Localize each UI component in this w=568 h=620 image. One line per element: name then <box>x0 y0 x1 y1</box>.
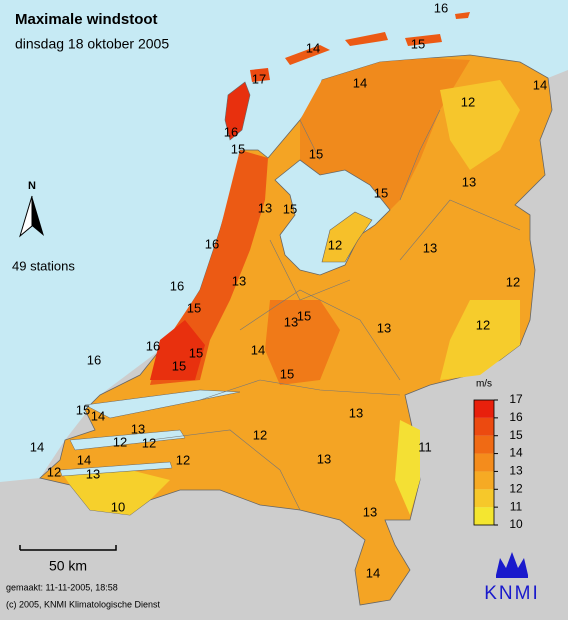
knmi-crown <box>496 552 528 578</box>
legend-band <box>474 453 494 472</box>
station-value: 12 <box>47 464 61 479</box>
sea <box>0 0 568 482</box>
station-value: 15 <box>411 36 425 51</box>
zone-12-east <box>440 300 520 380</box>
station-value: 13 <box>284 314 298 329</box>
stations-count: 49 stations <box>12 258 75 273</box>
scale-label: 50 km <box>49 558 87 574</box>
station-value: 16 <box>87 352 101 367</box>
zone-12-north <box>440 80 520 170</box>
station-value: 12 <box>461 94 475 109</box>
station-value: 14 <box>91 408 105 423</box>
legend-tick-label: 17 <box>509 392 523 406</box>
station-value: 13 <box>258 200 272 215</box>
station-value: 16 <box>170 278 184 293</box>
station-value: 12 <box>113 434 127 449</box>
texel <box>224 81 251 141</box>
station-value: 12 <box>506 274 520 289</box>
legend-tick-label: 11 <box>510 499 523 513</box>
flevoland <box>321 211 373 263</box>
station-value: 15 <box>231 141 245 156</box>
scale-bar <box>19 545 117 551</box>
zeeland-water <box>59 389 241 477</box>
zone-17 <box>150 320 205 380</box>
station-value: 16 <box>224 124 238 139</box>
zone-11-limburg <box>395 420 420 515</box>
station-value: 16 <box>205 236 219 251</box>
station-value: 15 <box>280 366 294 381</box>
station-value: 14 <box>306 40 320 55</box>
station-value: 15 <box>189 345 203 360</box>
station-value: 15 <box>297 308 311 323</box>
station-value: 13 <box>131 421 145 436</box>
zone-11-south <box>60 470 170 515</box>
station-value: 14 <box>533 77 547 92</box>
station-value: 14 <box>77 452 91 467</box>
station-value: 14 <box>366 565 380 580</box>
station-value: 13 <box>377 320 391 335</box>
station-value: 13 <box>232 273 246 288</box>
station-value: 13 <box>423 240 437 255</box>
terschelling <box>285 45 330 65</box>
vlieland <box>250 68 270 82</box>
legend-frame <box>473 399 495 526</box>
station-value: 12 <box>328 237 342 252</box>
station-value: 16 <box>434 0 448 15</box>
schiermonnikoog <box>405 34 442 46</box>
station-value: 15 <box>172 358 186 373</box>
legend-band <box>474 489 494 508</box>
province-borders <box>149 109 521 511</box>
footer-made: gemaakt: 11-11-2005, 18:58 <box>6 582 118 592</box>
legend-band <box>474 417 494 436</box>
legend-tick-label: 15 <box>509 428 523 442</box>
legend-tick-label: 13 <box>509 464 523 478</box>
legend-band <box>474 507 494 525</box>
ijsselmeer <box>274 159 391 276</box>
legend-unit: m/s <box>476 379 492 390</box>
legend-band <box>474 471 494 490</box>
title: Maximale windstoot <box>15 11 158 28</box>
knmi-logo: KNMI <box>484 583 540 604</box>
rottumeroog <box>455 12 470 19</box>
station-value: 15 <box>309 146 323 161</box>
legend-tick-label: 14 <box>509 446 523 460</box>
station-value: 15 <box>76 402 90 417</box>
ameland <box>345 32 388 46</box>
station-value: 15 <box>187 300 201 315</box>
station-value: 16 <box>146 338 160 353</box>
station-value: 13 <box>363 504 377 519</box>
station-value: 15 <box>283 201 297 216</box>
footer-copyright: (c) 2005, KNMI Klimatologische Dienst <box>6 599 161 609</box>
legend-tick-label: 10 <box>509 517 523 531</box>
station-value: 11 <box>418 439 432 454</box>
station-value: 15 <box>374 185 388 200</box>
station-value: 14 <box>30 439 44 454</box>
station-value: 10 <box>111 499 125 514</box>
legend-band <box>474 400 494 418</box>
station-value: 14 <box>353 75 367 90</box>
north-label: N <box>28 180 36 192</box>
station-value: 12 <box>176 452 190 467</box>
station-value: 14 <box>251 342 265 357</box>
station-value: 13 <box>462 174 476 189</box>
legend-tick-label: 16 <box>509 410 523 424</box>
station-value: 13 <box>317 451 331 466</box>
zone-15-center <box>265 300 340 385</box>
station-value: 12 <box>253 427 267 442</box>
station-value: 17 <box>252 71 266 86</box>
legend-band <box>474 435 494 454</box>
legend-tick-label: 12 <box>509 481 523 495</box>
station-value: 12 <box>142 435 156 450</box>
station-value: 13 <box>86 466 100 481</box>
station-value: 12 <box>476 317 490 332</box>
subtitle: dinsdag 18 oktober 2005 <box>15 36 169 52</box>
north-arrow-right <box>32 196 44 236</box>
station-value: 13 <box>349 405 363 420</box>
